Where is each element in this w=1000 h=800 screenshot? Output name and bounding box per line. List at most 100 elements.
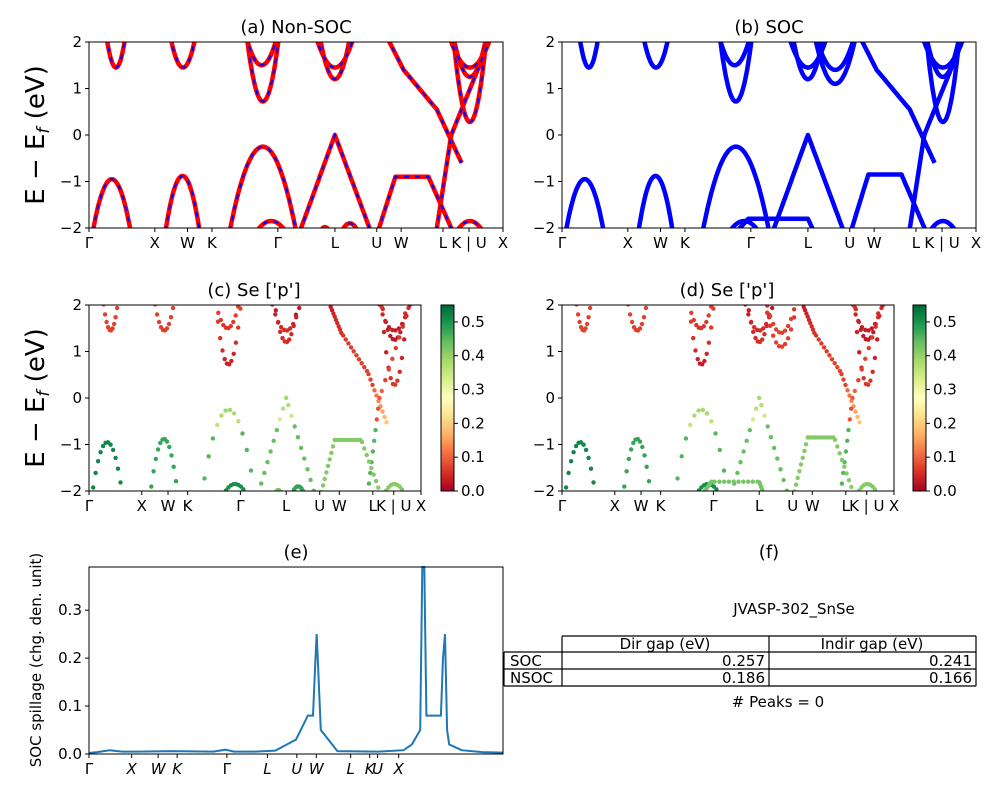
projection-point [100,443,106,449]
colorbar-gradient [440,304,455,492]
projection-point [399,487,405,491]
projection-point [223,408,228,413]
projection-point [861,333,866,339]
projection-point [289,332,294,337]
projection-point [244,447,249,453]
projection-point [108,442,113,447]
projection-point [356,357,362,362]
y-tick-label: 0.1 [58,697,82,715]
projection-point [870,335,875,340]
y-tick-label: −1 [533,436,555,454]
projection-point [821,345,827,350]
x-tick-label: W [805,497,820,515]
projection-point [768,435,774,440]
projection-point [751,329,756,334]
projection-point [713,431,718,436]
projection-point [164,439,170,444]
projection-point [873,324,878,329]
projection-point [274,427,279,433]
projection-point [395,378,400,383]
projection-point [171,464,176,469]
projection-point [398,330,403,335]
projection-point [240,431,245,436]
projection-point [762,413,767,418]
projection-point [376,485,381,490]
projection-point [369,465,374,471]
colorbar-c: 0.5 0.4 0.3 0.2 0.1 0.0 [440,304,485,500]
x-tick-label: L [755,497,764,515]
projection-point [284,395,289,401]
x-tick-label: X [126,760,138,778]
y-tick-label: 0 [545,126,555,144]
projection-point [629,319,635,325]
projection-point [824,349,829,354]
colorbar-tick-label: 0.4 [461,347,485,365]
band-line [929,218,957,228]
projection-point [747,427,752,433]
projection-point [706,313,711,318]
band-line-dashed [106,42,126,69]
x-tick-label: L [912,234,921,252]
projection-point [155,447,161,452]
projection-point [396,326,401,331]
x-tick-label: Γ [85,760,94,778]
projection-point [726,479,732,484]
colorbar-tick-label: 0.1 [933,448,957,466]
projection-point [382,414,387,420]
projection-point [642,453,647,458]
projection-point [704,411,710,416]
y-tick-label: −1 [60,173,82,191]
x-tick-label: X [137,497,147,515]
projection-point [292,424,297,429]
peaks-count: # Peaks = 0 [732,693,824,711]
projection-point [384,350,389,355]
projection-point [805,314,810,319]
cell-nsoc-dir: 0.186 [722,669,765,687]
projection-point [351,349,356,354]
band-line [448,42,491,70]
projection-point [241,487,246,491]
band-line-dashed [246,42,280,103]
projection-point [393,382,398,387]
projection-point [277,417,283,422]
band-line-dashed [300,132,371,228]
x-tick-label: X [393,760,405,778]
projection-point [802,307,808,313]
projection-point [866,328,871,333]
projection-point [829,357,835,362]
projection-point [362,365,367,370]
projection-point [380,306,385,312]
projection-point [735,470,740,476]
projection-point [229,358,234,364]
projection-point [644,464,649,469]
projection-point [577,319,582,325]
projection-point [627,312,633,317]
projection-point [571,450,576,455]
panel-d-title: (d) Se ['p'] [680,280,775,301]
band-line [340,221,359,228]
projection-point [839,457,845,463]
x-tick-label: W [394,234,409,252]
projection-point [348,345,354,350]
band-line [456,218,484,228]
projection-point [736,479,741,484]
projection-point [709,325,714,330]
projection-point [859,325,865,330]
projection-point [871,330,876,335]
projection-point [164,326,170,331]
projection-point [771,445,777,451]
x-tick-label: X [416,497,426,515]
x-tick-label: L [804,234,813,252]
projection-point [773,327,779,332]
projection-point [372,438,377,443]
band-line [636,173,675,228]
projection-point [322,476,327,482]
projection-point [169,453,174,458]
projection-point [857,350,862,355]
projection-point [850,395,855,401]
column-header-dir-gap: Dir gap (eV) [620,635,711,653]
projection-point [832,437,838,442]
projection-point [775,456,780,461]
projection-point [280,406,286,411]
projection-point [173,479,179,484]
